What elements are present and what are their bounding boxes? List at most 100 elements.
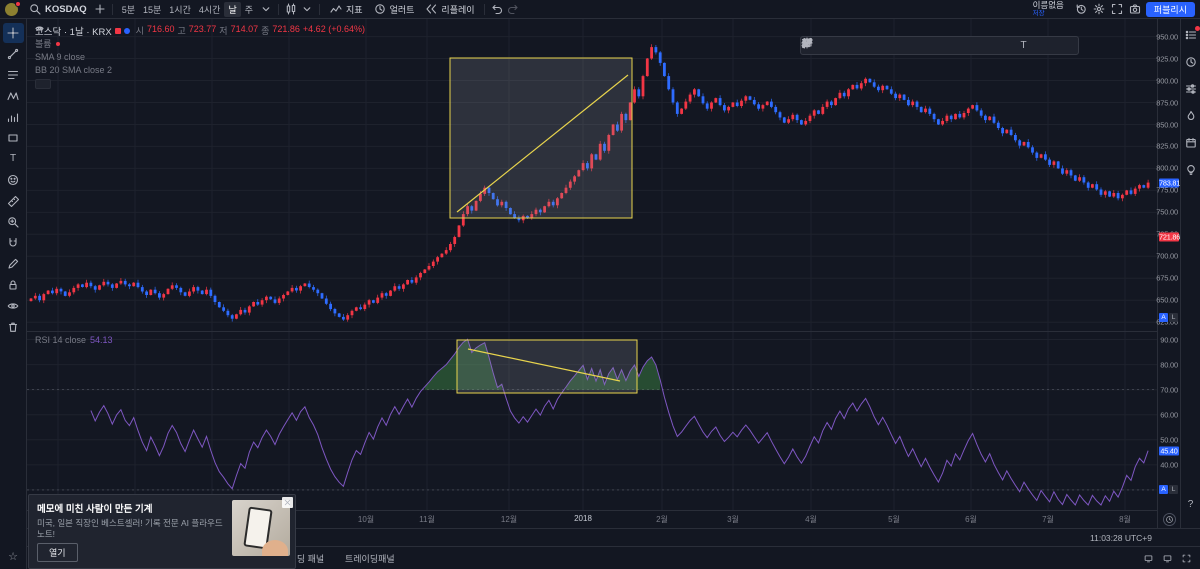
load-layout-icon[interactable] [1074,2,1088,16]
zigzag-button[interactable] [801,37,950,54]
ad-title: 메모에 미친 사람이 만든 기계 [37,504,153,515]
xabcd-pattern-tool[interactable] [3,86,24,106]
legend-collapse-button[interactable] [35,26,51,89]
hide-all-tool[interactable] [3,296,24,316]
cross-line-button[interactable] [801,37,887,54]
brush-button[interactable] [802,37,1055,54]
fullscreen-icon[interactable] [1110,2,1124,16]
ideas-icon [1184,163,1198,177]
emoji-tool[interactable] [3,170,24,190]
ad-close-icon[interactable] [282,497,293,508]
redo-icon[interactable] [506,2,520,16]
text-tool[interactable]: T [3,149,24,169]
rectangle-shape-button[interactable] [802,37,1013,54]
timeframe-menu-caret-icon[interactable] [259,2,273,16]
ruler-icon [6,194,20,208]
forecast-tool[interactable] [3,107,24,127]
publish-button[interactable]: 퍼블리시 [1145,1,1195,17]
ohlc-label-0: 시 [135,26,144,36]
data-window-button[interactable] [1182,80,1200,98]
indicators-button[interactable]: 지표 [325,2,367,17]
add-symbol-icon[interactable] [93,2,107,16]
user-avatar[interactable] [5,0,21,16]
auto-scale-button[interactable]: A [1159,485,1168,494]
window-layout-icon[interactable] [1162,553,1173,564]
pencil-tool[interactable] [3,254,24,274]
timeframe-5분[interactable]: 5분 [121,4,135,15]
rectangle-tool[interactable] [3,128,24,148]
timeframe-날[interactable]: 날 [224,1,241,17]
tab-1[interactable]: 트레이딩패널 [345,553,395,564]
timeframe-15분[interactable]: 15분 [143,4,162,15]
snapshot-icon[interactable] [1128,2,1142,16]
layout-name[interactable]: 이름없음 저장 [1033,1,1064,17]
price-drawings-overlay[interactable] [27,19,1157,331]
help-button[interactable]: ? [1182,496,1200,514]
ad-image[interactable] [232,500,290,556]
time-axis-label: 10월 [357,515,375,524]
timeframe-4시간[interactable]: 4시간 [198,4,221,15]
fib-retrac-tool[interactable] [3,65,24,85]
text-tool-button[interactable]: T [1013,37,1034,54]
log-scale-button[interactable]: L [1169,313,1178,322]
alerts-button[interactable] [1182,53,1200,71]
magnet-tool[interactable] [3,233,24,253]
wave-button[interactable] [801,37,971,54]
eye-icon[interactable] [35,26,99,62]
auto-scale-button[interactable]: A [1159,313,1168,322]
timeframe-group: 5분 15분 1시간 4시간 날 주 [118,1,257,17]
fib-retracement-button[interactable] [801,37,929,54]
go-to-date-button[interactable] [1163,513,1176,526]
time-axis[interactable]: 10월 11월 12월 2018 2월 3월 4월 5월 6월 7월 8월 [27,510,1157,528]
favorites-star-icon[interactable]: ☆ [8,551,18,563]
sma-legend-row[interactable]: SMA 9 close [35,26,365,63]
crosshair-tool[interactable] [2,23,24,43]
ad-open-button[interactable]: 열기 [37,543,78,562]
settings-icon[interactable] [1092,2,1106,16]
screen-layout-icon[interactable] [1143,553,1154,564]
replay-button[interactable]: 리플레이 [420,2,478,17]
remove-all-tool[interactable] [3,317,24,337]
log-scale-button[interactable]: L [1169,485,1178,494]
pencil-icon [6,257,20,271]
lock-all-tool[interactable] [3,275,24,295]
rsi-drawings-overlay[interactable] [27,332,1157,510]
rsi-chart[interactable]: RSI 14 close 54.13 [27,332,1157,510]
zoom-in-tool[interactable] [3,212,24,232]
ideas-button[interactable] [1182,161,1200,179]
parallel-channel-button[interactable] [802,37,908,54]
timeframe-주[interactable]: 주 [244,4,254,15]
layout-name-label: 이름없음 [1032,0,1064,10]
drawing-tools: T [2,23,24,337]
trend-line-tool[interactable] [3,44,24,64]
fullscreen-bottom-icon[interactable] [1181,553,1192,564]
price-axis[interactable]: 625.00650.00675.00700.00725.00750.00775.… [1156,19,1180,528]
hotlist-button[interactable] [1182,107,1200,125]
rsi-legend[interactable]: RSI 14 close 54.13 [35,335,113,345]
calendar-button[interactable] [1182,134,1200,152]
horizontal-line-button[interactable] [801,37,866,54]
ruler-tool[interactable] [3,191,24,211]
tab-0[interactable]: 트레이딩 패널 [272,553,325,564]
pane-divider[interactable] [27,331,1157,332]
chart-type-caret-icon[interactable] [300,2,314,16]
watchlist-button[interactable] [1182,26,1200,44]
chart-type-icon[interactable] [284,2,298,16]
flag-button[interactable] [803,37,992,54]
bb-legend-row[interactable]: BB 20 SMA close 2 [35,26,365,76]
save-link[interactable]: 저장 [1032,9,1045,17]
eye-icon[interactable] [35,26,126,75]
symbol-search-button[interactable]: KOSDAQ [24,2,91,17]
timeframe-1시간[interactable]: 1시간 [169,4,191,15]
rsi-axis-label: 70.00 [1160,385,1178,395]
alert-button[interactable]: 얼러트 [369,2,419,17]
price-chart[interactable]: 코스닥 · 1날 · KRX 시 716.60 고 723.77 저 714.07 종 721… [27,19,1157,331]
undo-icon[interactable] [490,2,504,16]
trend-line-button[interactable] [801,37,845,54]
symbol-title[interactable]: 코스닥 · 1날 · KRX [35,26,112,38]
volume-legend-row[interactable]: 볼륨 [35,37,365,50]
magnet-button[interactable] [803,37,1076,54]
notification-dot [1194,26,1200,31]
rsi-value-badge: 45.40 [1159,446,1179,456]
price-axis-label: 925.00 [1156,54,1178,63]
